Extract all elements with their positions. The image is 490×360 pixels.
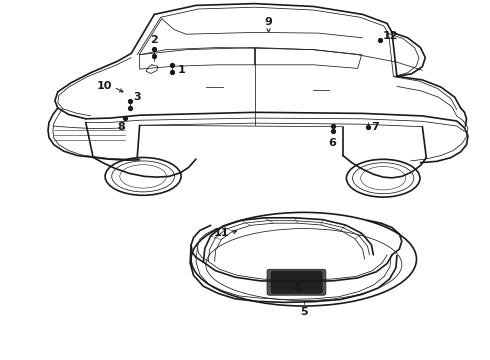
FancyBboxPatch shape — [271, 271, 322, 293]
Text: 9: 9 — [265, 17, 272, 27]
FancyBboxPatch shape — [267, 269, 326, 295]
Text: 7: 7 — [371, 122, 379, 132]
Text: 4: 4 — [294, 284, 302, 294]
Text: 11: 11 — [214, 228, 229, 238]
Text: 3: 3 — [133, 92, 141, 102]
Text: 8: 8 — [118, 122, 125, 132]
Text: 10: 10 — [97, 81, 112, 91]
Text: 1: 1 — [177, 65, 185, 75]
Text: 2: 2 — [150, 35, 158, 45]
Text: 6: 6 — [328, 138, 336, 148]
Text: 12: 12 — [382, 31, 398, 41]
Text: 5: 5 — [300, 307, 308, 317]
